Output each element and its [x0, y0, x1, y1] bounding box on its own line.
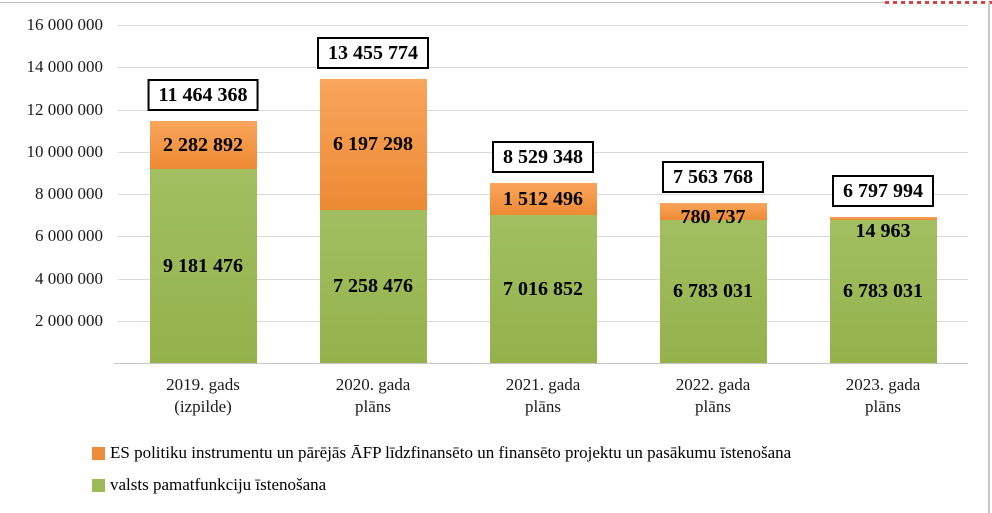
orange-segment-label: 6 197 298 — [333, 133, 413, 156]
total-label: 11 464 368 — [147, 78, 259, 111]
y-tick-label: 10 000 000 — [26, 141, 104, 161]
bar-segment-green — [489, 214, 597, 363]
x-tick-label: 2020. gada plāns — [335, 375, 411, 416]
orange-segment-label: 1 512 496 — [503, 187, 583, 210]
bar-segment-green — [319, 209, 427, 363]
y-tick-label: 8 000 000 — [35, 184, 103, 203]
total-label: 13 455 774 — [317, 36, 429, 69]
legend-swatch-icon — [92, 446, 105, 460]
bar-segment-orange — [659, 203, 767, 220]
y-tick-label: 2 000 000 — [35, 310, 103, 330]
chart-right-border — [988, 2, 990, 513]
green-segment-label: 7 016 852 — [503, 277, 583, 300]
legend-swatch-icon — [92, 478, 105, 492]
bar-segment-orange — [319, 78, 427, 210]
y-tick-label: 6 000 000 — [35, 226, 103, 246]
legend-label: valsts pamatfunkciju īstenošana — [110, 475, 327, 494]
y-tick-label: 14 000 000 — [26, 57, 104, 77]
green-segment-label: 6 783 031 — [843, 280, 923, 303]
y-tick-label: 16 000 000 — [26, 15, 104, 34]
orange-segment-label: 2 282 892 — [163, 133, 243, 156]
y-tick-label: 4 000 000 — [35, 268, 103, 288]
x-tick-label: 2022. gada plāns — [675, 375, 751, 416]
gridline — [118, 109, 968, 111]
total-label: 7 563 768 — [662, 161, 764, 194]
bar-segment-green — [829, 219, 937, 363]
bar-segment-green — [659, 219, 767, 363]
y-tick-label: 12 000 000 — [26, 99, 104, 119]
x-tick-label: 2021. gada plāns — [505, 375, 581, 416]
bar-segment-orange — [489, 182, 597, 215]
total-label: 6 797 994 — [832, 174, 934, 207]
green-segment-label: 7 258 476 — [333, 275, 413, 298]
orange-segment-label: 14 963 — [855, 219, 911, 242]
page-break-dotted-line — [885, 1, 992, 4]
legend-item: ES politiku instrumentu un pārējās ĀFP l… — [92, 443, 791, 463]
green-segment-label: 9 181 476 — [163, 255, 243, 278]
orange-segment-label: 780 737 — [680, 206, 746, 229]
legend-label: ES politiku instrumentu un pārējās ĀFP l… — [110, 443, 792, 462]
x-axis-line — [114, 363, 968, 364]
x-tick-label: 2023. gada plāns — [845, 375, 921, 416]
x-tick-label: 2019. gads (izpilde) — [166, 375, 240, 416]
bar-segment-green — [149, 169, 257, 363]
total-label: 8 529 348 — [492, 140, 594, 173]
green-segment-label: 6 783 031 — [673, 280, 753, 303]
legend: ES politiku instrumentu un pārējās ĀFP l… — [92, 443, 791, 495]
legend-item: valsts pamatfunkciju īstenošana — [92, 475, 791, 495]
chart-top-border — [0, 2, 992, 3]
bar-segment-orange — [829, 216, 937, 220]
gridline — [118, 67, 968, 69]
gridline — [118, 25, 968, 26]
bar-segment-orange — [149, 120, 257, 170]
